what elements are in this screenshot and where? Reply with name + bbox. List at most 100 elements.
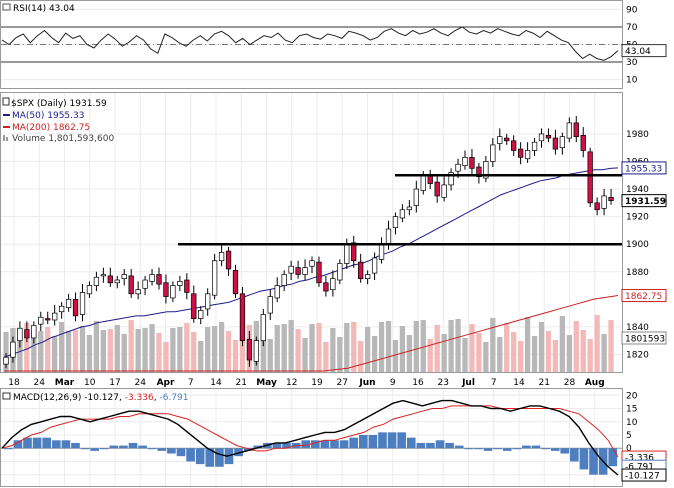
macd-legend-signal: -3.336: [125, 393, 154, 403]
date-tick-label: Jul: [461, 378, 475, 388]
volume-bar: [392, 340, 399, 372]
macd-histogram-bar: [147, 448, 157, 450]
volume-bar: [309, 324, 315, 372]
candle-down: [239, 293, 246, 342]
volume-bar: [260, 330, 266, 372]
volume-bar: [121, 334, 127, 372]
candle-up: [344, 243, 350, 264]
macd-tick-label: 15: [626, 405, 637, 415]
candle-down: [184, 279, 190, 293]
candle-up: [31, 325, 37, 339]
volume-bar: [552, 340, 559, 372]
macd-legend-hist: -6.791: [160, 393, 189, 403]
candle-up: [114, 279, 120, 284]
macd-histogram-bar: [522, 445, 531, 449]
volume-bar: [330, 328, 336, 372]
ma200-legend: MA(200) 1862.75: [12, 123, 90, 133]
date-tick-label: 9: [390, 378, 396, 388]
macd-tick-label: 20: [626, 391, 638, 401]
macd-line: [1, 399, 619, 476]
ma50-legend: MA(50) 1955.33: [12, 111, 84, 121]
price-legend-title: $SPX (Daily) 1931.59: [11, 99, 107, 109]
candle-up: [302, 267, 308, 275]
date-tick-label: 21: [539, 378, 550, 388]
date-tick-label: 14: [513, 378, 525, 388]
candle-up: [198, 310, 204, 319]
candle-down: [128, 275, 134, 295]
macd-histogram-bar: [253, 445, 263, 449]
macd-histogram-bar: [128, 442, 138, 449]
candle-down: [156, 274, 162, 285]
candle-down: [316, 261, 322, 284]
macd-histogram-bar: [330, 440, 339, 449]
candle-down: [511, 140, 517, 151]
volume-bar: [58, 322, 65, 372]
indicator-lines: [1, 26, 622, 476]
volume-bar: [100, 330, 107, 372]
candle-up: [135, 289, 141, 295]
volume-bar: [455, 319, 461, 372]
price-legend: $SPX (Daily) 1931.59 MA(50) 1955.33 MA(2…: [2, 97, 114, 144]
candle-up: [378, 243, 385, 260]
macd-histogram-bar: [406, 437, 416, 449]
macd-histogram-bar: [454, 445, 464, 449]
volume-bar: [232, 340, 239, 372]
candle-down: [358, 261, 364, 279]
macd-histogram-bar: [272, 442, 282, 449]
candle-up: [253, 340, 260, 362]
macd-histogram-bar: [186, 448, 195, 462]
macd-histogram-bar: [71, 442, 80, 449]
volume-bar: [566, 335, 572, 372]
candle-up: [100, 274, 107, 277]
volume-bar: [517, 341, 524, 372]
candle-down: [72, 298, 79, 317]
date-tick-label: Mar: [55, 378, 75, 388]
volume-bar: [17, 337, 23, 372]
candle-up: [10, 341, 16, 358]
macd-signal-line: [1, 405, 619, 458]
volume-bar: [177, 327, 183, 372]
candle-up: [142, 279, 148, 289]
candle-up: [170, 285, 176, 299]
volume-bar: [163, 342, 169, 372]
volume-bar: [587, 339, 593, 372]
rsi-line: [1, 26, 619, 61]
macd-histogram-bar: [176, 448, 186, 457]
volume-bar: [170, 328, 176, 372]
candle-up: [483, 161, 489, 179]
macd-histogram-bar: [42, 437, 52, 449]
date-tick-label: 28: [564, 378, 576, 388]
candle-up: [385, 228, 392, 245]
candle-up: [58, 305, 65, 313]
candle-up: [531, 141, 538, 151]
macd-histogram-bar: [570, 448, 579, 462]
candle-up: [274, 285, 280, 299]
volume-bar: [191, 332, 197, 372]
price-tick-label: 1840: [626, 323, 649, 333]
candle-up: [330, 278, 336, 291]
macd-histogram-bar: [301, 440, 311, 449]
candle-down: [225, 250, 232, 270]
volume-bar: [573, 321, 579, 372]
volume-bar: [225, 331, 232, 372]
macd-histogram-bar: [483, 448, 493, 451]
volume-bar: [72, 330, 79, 372]
candle-down: [573, 122, 579, 138]
volume-bar: [31, 332, 37, 372]
date-tick-label: Aug: [585, 378, 605, 388]
ma200-badge-box: [621, 289, 667, 303]
macd-histogram-bar: [167, 448, 176, 454]
date-tick-label: 23: [438, 378, 449, 388]
candle-down: [476, 166, 482, 177]
volume-bar: [344, 323, 350, 372]
date-tick-label: 7: [188, 378, 194, 388]
volume-bar: [448, 320, 454, 372]
candle-down: [295, 267, 301, 275]
macd-histogram-bar: [119, 445, 128, 449]
macd-histogram-bar: [560, 448, 570, 454]
candle-up: [281, 274, 287, 286]
macd-histogram-bar: [61, 440, 71, 449]
candle-down: [191, 293, 197, 319]
candle-up: [177, 281, 183, 286]
macd-histogram-bar: [502, 448, 512, 451]
